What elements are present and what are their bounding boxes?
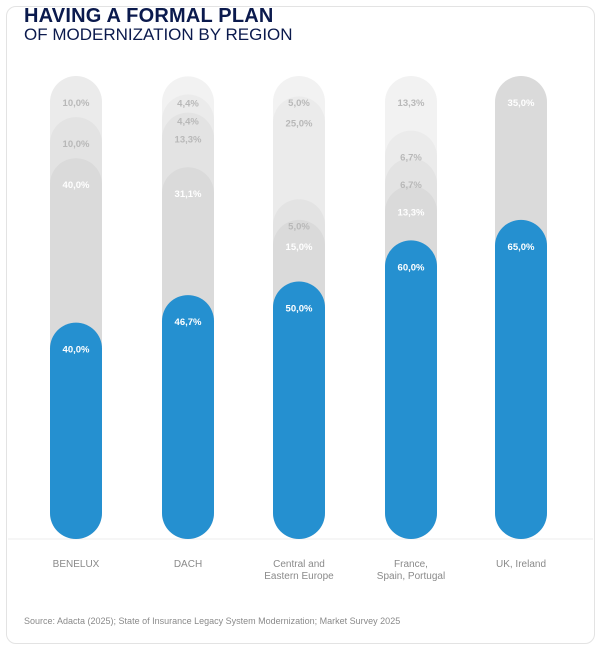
category-label: BENELUX [53, 559, 100, 570]
bar-group: 60,0% 13,3% 6,7% 6,7% 13,3% [385, 76, 437, 539]
category-label: France, [394, 559, 428, 570]
bar-segment-highlight [162, 295, 214, 539]
bar-value-label: 25,0% [286, 119, 313, 130]
bar-value-label: 50,0% [286, 304, 313, 315]
bar-value-label: 4,4% [177, 98, 199, 109]
chart-subtitle: OF MODERNIZATION BY REGION [24, 25, 293, 44]
bar-group: 40,0% 40,0% 10,0% 10,0% [50, 76, 102, 539]
bar-value-label: 40,0% [63, 345, 90, 356]
bar-value-label: 46,7% [175, 317, 202, 328]
bar-value-label: 5,0% [288, 98, 310, 109]
bar-value-label: 31,1% [175, 189, 202, 200]
bar-value-label: 40,0% [63, 180, 90, 191]
bar-segment-highlight [273, 281, 325, 539]
bar-value-label: 13,3% [175, 135, 202, 146]
bar-value-label: 6,7% [400, 180, 422, 191]
bar-group: 50,0% 15,0% 5,0% 25,0% 5,0% [273, 76, 325, 540]
bar-value-label: 13,3% [398, 208, 425, 219]
source-note: Source: Adacta (2025); State of Insuranc… [24, 616, 401, 626]
chart-title: HAVING A FORMAL PLAN [24, 5, 274, 27]
category-label: DACH [174, 559, 202, 570]
bar-value-label: 15,0% [286, 242, 313, 253]
bar-value-label: 35,0% [508, 98, 535, 109]
bar-group: 65,0% 35,0% [495, 76, 547, 539]
category-label: Spain, Portugal [377, 571, 445, 582]
bar-group: 46,7% 31,1% 13,3% 4,4% 4,4% [162, 76, 214, 540]
category-label: Eastern Europe [264, 571, 334, 582]
bar-value-label: 10,0% [63, 139, 90, 150]
category-label: UK, Ireland [496, 559, 546, 570]
bar-value-label: 6,7% [400, 153, 422, 164]
bar-value-label: 10,0% [63, 98, 90, 109]
category-label: Central and [273, 559, 325, 570]
bar-segment-highlight [385, 240, 437, 539]
bar-segment-highlight [50, 322, 102, 539]
bar-value-label: 4,4% [177, 116, 199, 127]
bar-value-label: 13,3% [398, 98, 425, 109]
bar-value-label: 5,0% [288, 221, 310, 232]
bar-value-label: 60,0% [398, 262, 425, 273]
bar-segment-highlight [495, 219, 547, 539]
bar-value-label: 65,0% [508, 242, 535, 253]
